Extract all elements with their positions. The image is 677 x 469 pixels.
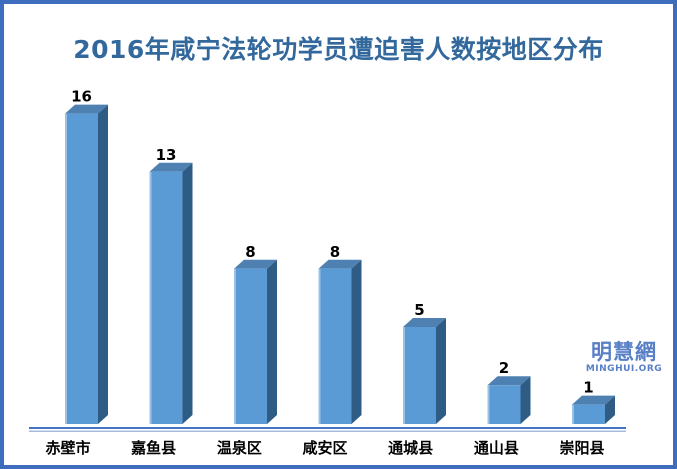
chart-title: 2016年咸宁法轮功学员遭迫害人数按地区分布 (73, 35, 604, 64)
watermark-url-text: MINGHUI.ORG (585, 364, 663, 374)
bar-value-label: 8 (330, 243, 340, 261)
bar-highlight-edge (318, 268, 321, 424)
watermark-logo-text: 明慧網 (591, 340, 657, 364)
category-label: 崇阳县 (559, 439, 605, 457)
category-label: 通山县 (473, 439, 519, 457)
bar (65, 113, 98, 424)
bar-chart-canvas: 16 13 8 8 5 2 1 (29, 88, 626, 432)
bar-top-face (149, 162, 193, 172)
bar-side-face (351, 259, 362, 424)
bar-highlight-edge (572, 404, 574, 424)
bar-top-face (234, 259, 277, 269)
bar-side-face (98, 104, 108, 424)
bar-value-label: 2 (499, 359, 509, 377)
bar-top-face (318, 259, 362, 269)
bar-side-face (267, 259, 277, 424)
bar-value-label: 8 (245, 243, 255, 261)
bar-highlight-edge (234, 268, 236, 424)
bar (149, 171, 183, 424)
bar-highlight-edge (403, 327, 405, 424)
category-label: 咸安区 (302, 439, 348, 457)
bar-highlight-edge (487, 385, 490, 424)
category-label: 嘉鱼县 (131, 439, 177, 457)
bar-side-face (605, 395, 615, 424)
category-label: 赤壁市 (45, 439, 91, 457)
bar-highlight-edge (149, 171, 152, 424)
bar (318, 268, 352, 424)
bar-top-face (65, 104, 108, 114)
minghui-watermark: 明慧網 MINGHUI.ORG (582, 342, 666, 374)
x-axis-line (29, 427, 626, 429)
bar (403, 327, 436, 424)
category-label: 通城县 (388, 439, 434, 457)
bar-side-face (182, 162, 193, 425)
bar (487, 385, 521, 424)
bar-side-face (520, 376, 531, 424)
bar-value-label: 1 (583, 379, 593, 397)
x-axis-line-shadow (29, 430, 626, 432)
bar-top-face (403, 318, 446, 327)
bar-side-face (436, 318, 446, 424)
bar (234, 268, 267, 424)
bar-value-label: 13 (156, 146, 177, 164)
bar (572, 404, 605, 424)
bar-value-label: 16 (71, 88, 92, 106)
bar-highlight-edge (65, 113, 67, 424)
category-label: 温泉区 (216, 439, 262, 457)
bar-top-face (572, 395, 615, 405)
bar-top-face (487, 376, 531, 386)
bar-value-label: 5 (414, 301, 424, 319)
